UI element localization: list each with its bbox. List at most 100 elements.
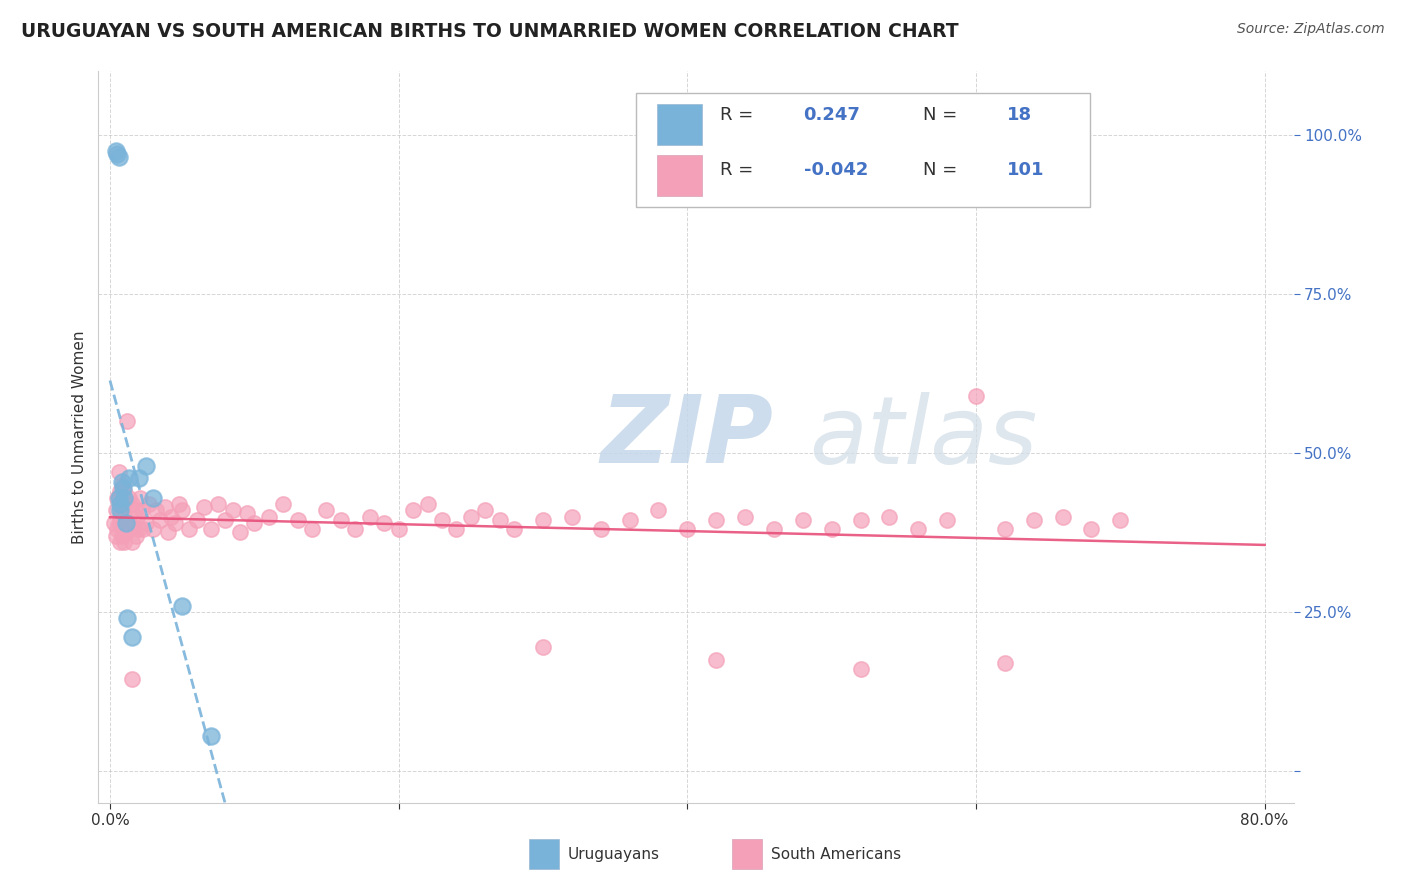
Point [108,484,131,499]
Y-axis label: Births to Unmarried Women: Births to Unmarried Women [72,330,87,544]
Point [344,522,367,536]
Point [221,503,243,517]
Point [1022,513,1045,527]
Text: N =: N = [924,161,963,179]
Point [936,513,959,527]
Point [124,503,146,517]
Point [531,640,554,654]
Bar [657,104,702,145]
Text: R =: R = [720,106,759,124]
Point [301,522,323,536]
Point [121,631,143,645]
Point [121,535,143,549]
Point [388,522,411,536]
Point [287,513,309,527]
Point [179,522,201,536]
Point [104,503,127,517]
Point [271,497,294,511]
Point [965,389,987,403]
Point [125,529,148,543]
Point [619,513,641,527]
Point [112,491,135,505]
Point [589,522,612,536]
Text: 101: 101 [1007,161,1045,179]
Point [156,525,179,540]
Point [172,503,194,517]
Point [820,522,842,536]
Text: ZIP: ZIP [600,391,773,483]
Bar [529,839,558,869]
Point [111,481,134,495]
Point [186,513,208,527]
Point [416,497,439,511]
Point [120,522,142,536]
Point [118,471,141,485]
Point [110,477,132,491]
Point [430,513,453,527]
Point [110,503,132,517]
Point [107,491,129,505]
Point [561,509,583,524]
Point [315,503,337,517]
Point [131,503,153,517]
Point [503,522,526,536]
Point [108,503,131,517]
Point [135,516,157,530]
Point [112,484,135,499]
Point [460,509,482,524]
Point [214,513,236,527]
Point [127,509,149,524]
Point [734,509,756,524]
Point [132,522,155,536]
Point [236,507,259,521]
Text: Uruguayans: Uruguayans [568,847,659,862]
Point [200,522,222,536]
Point [103,516,125,530]
Point [105,522,128,536]
Point [207,497,229,511]
Point [107,491,129,505]
Point [121,497,143,511]
Point [153,500,176,514]
Point [1052,509,1074,524]
Point [676,522,699,536]
Point [128,522,150,536]
Point [111,522,134,536]
Point [1109,513,1132,527]
Point [1080,522,1102,536]
Text: 18: 18 [1007,106,1032,124]
Point [110,529,132,543]
Point [129,491,152,505]
Text: -0.042: -0.042 [804,161,868,179]
Point [105,491,128,505]
Text: URUGUAYAN VS SOUTH AMERICAN BIRTHS TO UNMARRIED WOMEN CORRELATION CHART: URUGUAYAN VS SOUTH AMERICAN BIRTHS TO UN… [21,22,959,41]
Point [359,509,381,524]
Bar [657,155,702,195]
Point [159,509,181,524]
Point [647,503,669,517]
Point [402,503,425,517]
Point [200,729,222,743]
Point [107,516,129,530]
Point [243,516,266,530]
Point [107,150,129,164]
Point [117,522,139,536]
Point [118,516,141,530]
Point [257,509,280,524]
Point [172,599,194,613]
Point [907,522,929,536]
Point [115,497,138,511]
Text: 0.247: 0.247 [804,106,860,124]
Point [108,497,131,511]
Point [704,513,727,527]
Point [994,656,1017,670]
Point [142,491,165,505]
Text: R =: R = [720,161,759,179]
Point [135,458,157,473]
Point [111,497,134,511]
Point [108,535,131,549]
Text: N =: N = [924,106,963,124]
Point [149,513,172,527]
Point [142,522,165,536]
Point [115,525,138,540]
